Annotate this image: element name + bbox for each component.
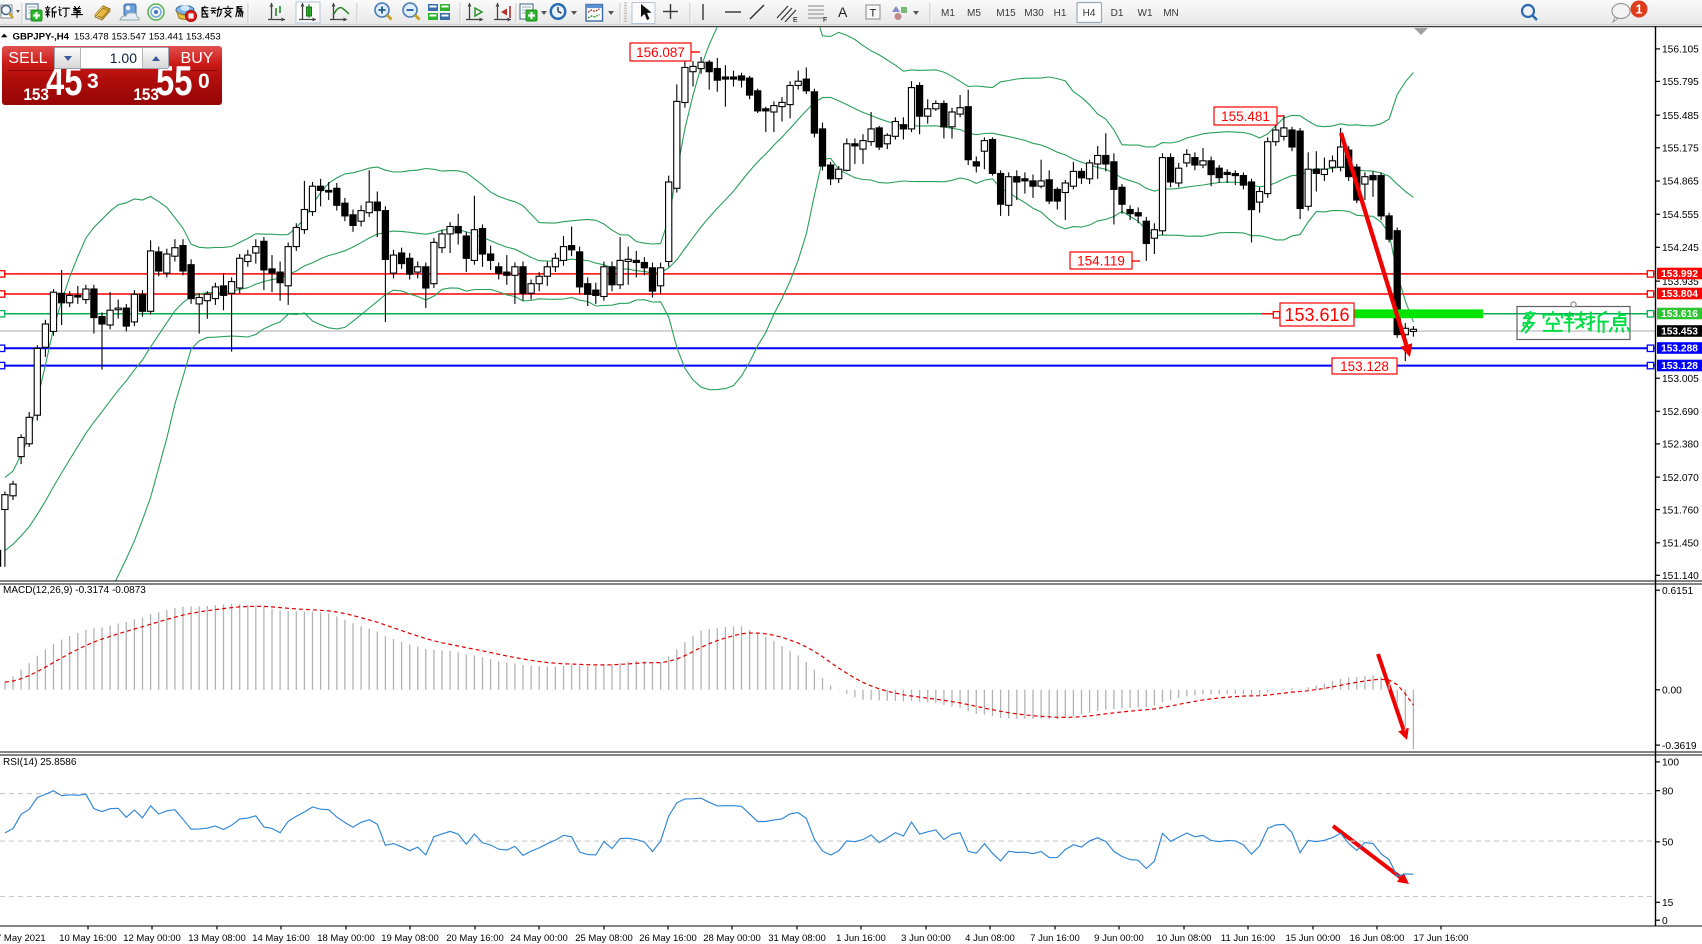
- svg-text:155.795: 155.795: [1662, 77, 1699, 88]
- svg-text:152.380: 152.380: [1662, 440, 1699, 451]
- svg-text:0.6151: 0.6151: [1662, 586, 1693, 597]
- svg-text:0: 0: [1662, 916, 1668, 927]
- svg-text:10 May 16:00: 10 May 16:00: [59, 933, 117, 944]
- svg-text:153.616: 153.616: [1284, 305, 1349, 325]
- svg-text:7 May 2021: 7 May 2021: [0, 933, 46, 944]
- svg-text:31 May 08:00: 31 May 08:00: [768, 933, 826, 944]
- svg-text:153.478 153.547 153.441 153.45: 153.478 153.547 153.441 153.453: [74, 31, 221, 42]
- svg-text:7 Jun 16:00: 7 Jun 16:00: [1030, 933, 1080, 944]
- svg-text:H4: H4: [1083, 8, 1096, 19]
- svg-text:26 May 16:00: 26 May 16:00: [639, 933, 697, 944]
- svg-text:MN: MN: [1163, 8, 1179, 19]
- svg-text:154.865: 154.865: [1662, 177, 1699, 188]
- svg-text:M5: M5: [967, 8, 981, 19]
- svg-text:152.070: 152.070: [1662, 473, 1699, 484]
- svg-text:153.992: 153.992: [1661, 269, 1698, 280]
- svg-text:20 May 16:00: 20 May 16:00: [446, 933, 504, 944]
- svg-text:12 May 00:00: 12 May 00:00: [123, 933, 181, 944]
- svg-text:100: 100: [1662, 758, 1679, 769]
- svg-text:25 May 08:00: 25 May 08:00: [575, 933, 633, 944]
- svg-text:1: 1: [1636, 3, 1643, 17]
- svg-text:156.087: 156.087: [636, 45, 685, 60]
- svg-text:3 Jun 00:00: 3 Jun 00:00: [901, 933, 951, 944]
- svg-text:H1: H1: [1054, 8, 1067, 19]
- svg-text:153.616: 153.616: [1661, 309, 1698, 320]
- svg-text:M15: M15: [996, 8, 1016, 19]
- svg-text:11 Jun 16:00: 11 Jun 16:00: [1221, 933, 1275, 944]
- svg-text:154.245: 154.245: [1662, 243, 1699, 254]
- svg-text:GBPJPY-,H4: GBPJPY-,H4: [13, 31, 70, 42]
- svg-text:1 Jun 16:00: 1 Jun 16:00: [836, 933, 886, 944]
- svg-text:19 May 08:00: 19 May 08:00: [381, 933, 439, 944]
- svg-text:0.00: 0.00: [1662, 686, 1682, 697]
- svg-text:17 Jun 16:00: 17 Jun 16:00: [1414, 933, 1469, 944]
- svg-text:D1: D1: [1111, 8, 1124, 19]
- svg-text:155.485: 155.485: [1662, 111, 1699, 122]
- svg-text:10 Jun 08:00: 10 Jun 08:00: [1157, 933, 1212, 944]
- svg-text:153.804: 153.804: [1661, 289, 1698, 300]
- svg-text:154.119: 154.119: [1077, 253, 1125, 268]
- svg-text:T: T: [870, 8, 877, 20]
- svg-text:E: E: [793, 17, 798, 24]
- svg-text:14 May 16:00: 14 May 16:00: [252, 933, 310, 944]
- svg-text:9 Jun 00:00: 9 Jun 00:00: [1094, 933, 1144, 944]
- svg-text:155.481: 155.481: [1221, 109, 1270, 124]
- svg-text:MACD(12,26,9) -0.3174 -0.0873: MACD(12,26,9) -0.3174 -0.0873: [3, 585, 146, 596]
- svg-text:13 May 08:00: 13 May 08:00: [188, 933, 246, 944]
- svg-text:154.555: 154.555: [1662, 210, 1699, 221]
- svg-text:155.175: 155.175: [1662, 144, 1699, 155]
- svg-text:153.128: 153.128: [1340, 359, 1389, 374]
- svg-text:50: 50: [1662, 838, 1674, 849]
- svg-text:W1: W1: [1138, 8, 1153, 19]
- svg-text:151.760: 151.760: [1662, 505, 1699, 516]
- svg-text:151.140: 151.140: [1662, 571, 1699, 582]
- svg-text:151.450: 151.450: [1662, 539, 1699, 550]
- svg-text:153.288: 153.288: [1661, 344, 1698, 355]
- svg-text:153.005: 153.005: [1662, 374, 1699, 385]
- svg-text:15 Jun 00:00: 15 Jun 00:00: [1286, 933, 1341, 944]
- svg-text:M30: M30: [1024, 8, 1044, 19]
- svg-text:16 Jun 08:00: 16 Jun 08:00: [1350, 933, 1405, 944]
- svg-text:156.105: 156.105: [1662, 45, 1699, 56]
- svg-text:4 Jun 08:00: 4 Jun 08:00: [965, 933, 1015, 944]
- svg-text:M1: M1: [941, 8, 955, 19]
- svg-text:80: 80: [1662, 786, 1674, 797]
- svg-text:153.453: 153.453: [1661, 327, 1698, 338]
- svg-text:153.935: 153.935: [1662, 277, 1699, 288]
- svg-text:153.128: 153.128: [1661, 361, 1698, 372]
- svg-text:24 May 00:00: 24 May 00:00: [510, 933, 568, 944]
- svg-text:F: F: [823, 17, 827, 24]
- svg-text:15: 15: [1662, 898, 1674, 909]
- svg-text:-0.3619: -0.3619: [1662, 741, 1697, 752]
- svg-text:RSI(14) 25.8586: RSI(14) 25.8586: [3, 757, 77, 768]
- svg-text:152.690: 152.690: [1662, 407, 1699, 418]
- svg-text:18 May 00:00: 18 May 00:00: [317, 933, 375, 944]
- svg-text:A: A: [838, 4, 848, 20]
- svg-text:28 May 00:00: 28 May 00:00: [703, 933, 761, 944]
